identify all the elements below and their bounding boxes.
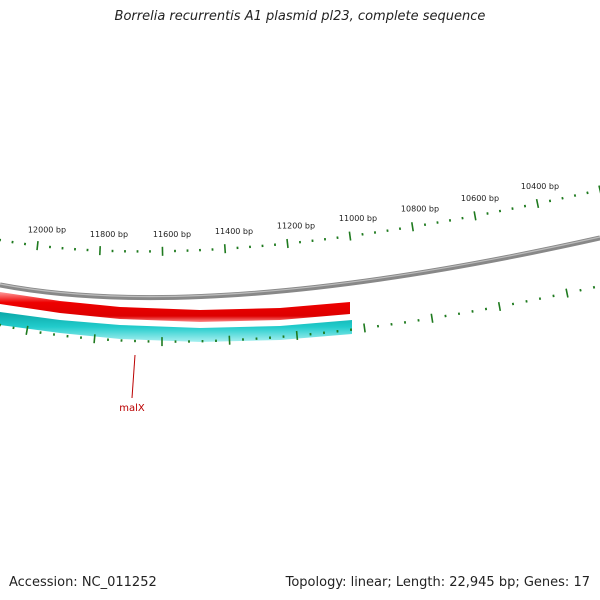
forward-strand-feature bbox=[0, 292, 350, 322]
inner-scale-ticks bbox=[0, 285, 596, 347]
inner-tick-minor bbox=[579, 288, 582, 292]
outer-tick-major bbox=[411, 222, 414, 232]
scale-label: 10600 bp bbox=[461, 194, 499, 203]
inner-tick-major bbox=[363, 323, 366, 333]
outer-tick-minor bbox=[561, 196, 564, 200]
inner-tick-minor bbox=[592, 285, 596, 289]
inner-tick-major bbox=[565, 288, 569, 298]
outer-scale-ticks bbox=[0, 185, 600, 256]
topology-summary: Topology: linear; Length: 22,945 bp; Gen… bbox=[285, 575, 590, 590]
inner-tick-major bbox=[25, 325, 29, 335]
outer-tick-major bbox=[223, 244, 227, 254]
outer-tick-major bbox=[598, 185, 600, 194]
scale-label: 11200 bp bbox=[277, 222, 315, 231]
inner-tick-major bbox=[93, 334, 96, 344]
outer-tick-major bbox=[286, 238, 289, 249]
map-title: Borrelia recurrentis A1 plasmid pl23, co… bbox=[114, 9, 486, 24]
inner-tick-major bbox=[295, 330, 299, 340]
outer-tick-major bbox=[348, 231, 352, 241]
plasmid-backbone bbox=[0, 235, 600, 301]
scale-label: 11600 bp bbox=[153, 230, 191, 239]
outer-tick-minor bbox=[573, 194, 577, 197]
outer-tick-major bbox=[36, 241, 39, 251]
accession-label: Accession: NC_011252 bbox=[9, 575, 157, 590]
outer-tick-major bbox=[535, 198, 540, 209]
scale-labels: 12000 bp 11800 bp 11600 bp 11400 bp 11200 bp… bbox=[28, 182, 559, 239]
gene-label-leader bbox=[131, 354, 136, 399]
reverse-strand-feature-malX bbox=[0, 312, 352, 342]
scale-label: 11400 bp bbox=[215, 227, 253, 236]
inner-tick-major bbox=[497, 301, 502, 312]
scale-label: 10800 bp bbox=[401, 205, 439, 214]
scale-label: 11000 bp bbox=[339, 214, 377, 223]
outer-tick-major bbox=[473, 211, 477, 221]
scale-label: 10400 bp bbox=[521, 182, 559, 191]
scale-label: 11800 bp bbox=[90, 230, 128, 239]
scale-label: 12000 bp bbox=[28, 226, 66, 235]
outer-tick-minor bbox=[586, 191, 589, 195]
gene-label-malX: malX bbox=[119, 403, 145, 414]
plasmid-backbone-highlight bbox=[0, 236, 600, 298]
inner-tick-major bbox=[430, 313, 434, 323]
